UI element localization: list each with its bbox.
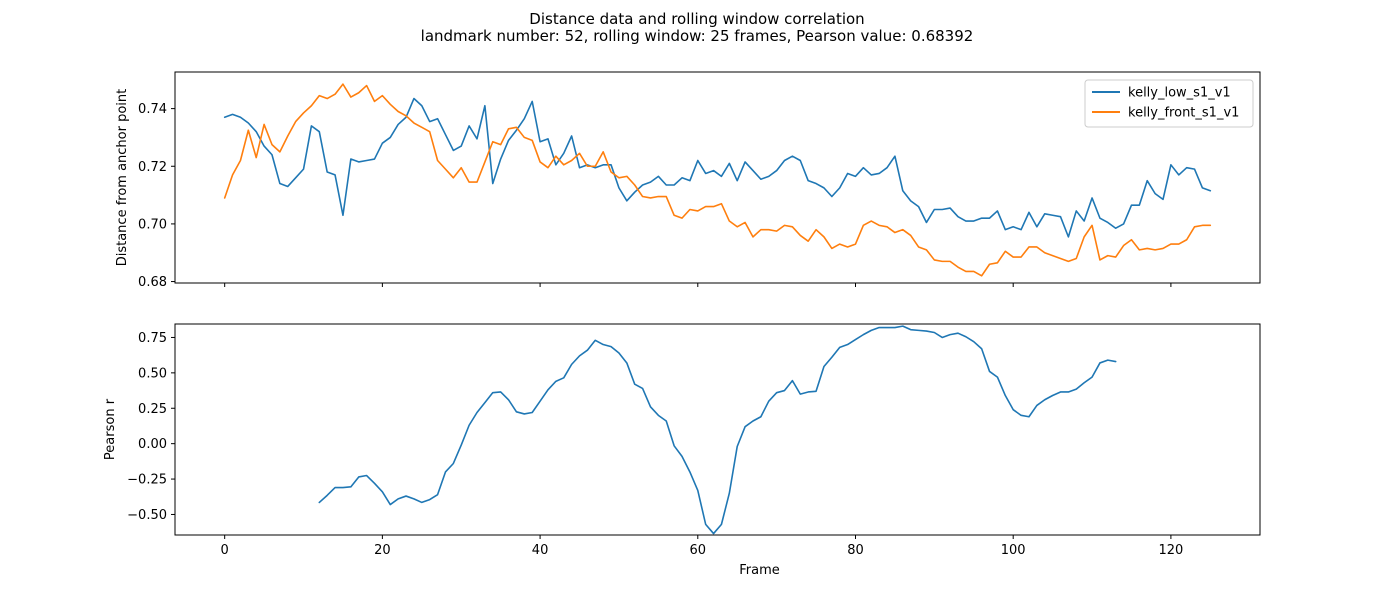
series-line-0-0	[223, 97, 1212, 238]
y-tick-label: 0.68	[138, 275, 167, 290]
y-tick-label: 0.70	[138, 217, 167, 232]
y-tick-label: 0.74	[138, 102, 167, 117]
y-tick-label: 0.72	[138, 160, 167, 175]
figure-title: Distance data and rolling window correla…	[529, 10, 864, 28]
x-axis-label-1: Frame	[739, 563, 780, 578]
axes-frame-0	[174, 71, 1261, 284]
y-tick-label: 0.75	[138, 331, 167, 346]
figure-subtitle: landmark number: 52, rolling window: 25 …	[421, 27, 974, 45]
legend-label-front: kelly_front_s1_v1	[1128, 106, 1239, 121]
y-axis-label-0: Distance from anchor point	[115, 89, 130, 267]
y-tick-label: −0.50	[127, 508, 167, 523]
series-line-0-1	[223, 83, 1212, 277]
bottom-axes: 0 20 40 60 80 100 120 −0.50 −0.25 0.00 0.25 0.50 0.7…	[103, 323, 1261, 578]
x-tick-label: 40	[532, 543, 549, 558]
series-line-1-0	[318, 325, 1117, 535]
x-tick-label: 120	[1158, 543, 1183, 558]
x-tick-label: 20	[374, 543, 391, 558]
legend-frame	[1084, 79, 1254, 128]
y-tick-label: 0.25	[138, 402, 167, 417]
x-tick-label: 100	[1001, 543, 1026, 558]
x-tick-label: 60	[690, 543, 707, 558]
axes-frame-1	[174, 323, 1261, 536]
y-tick-label: 0.50	[138, 366, 167, 381]
legend: kelly_low_s1_v1 kelly_front_s1_v1	[1084, 79, 1254, 128]
top-axes: 0.68 0.70 0.72 0.74 Distance from anchor poi…	[115, 71, 1261, 290]
y-axis-label-1: Pearson r	[103, 398, 118, 460]
y-tick-label: −0.25	[127, 473, 167, 488]
y-tick-label: 0.00	[138, 437, 167, 452]
legend-label-low: kelly_low_s1_v1	[1128, 86, 1231, 101]
x-tick-label: 80	[847, 543, 864, 558]
x-tick-label: 0	[221, 543, 229, 558]
